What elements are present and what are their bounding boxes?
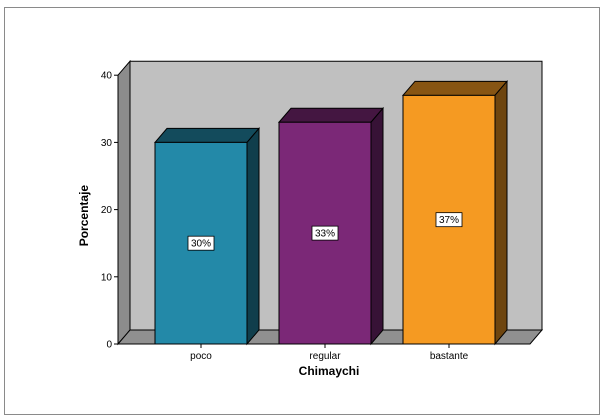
x-tick-label: poco	[190, 351, 212, 362]
y-tick-label: 30	[101, 138, 113, 149]
data-label-box	[435, 212, 463, 228]
bar-top	[277, 107, 385, 123]
data-label-box	[187, 235, 215, 251]
chart-side-wall	[117, 59, 131, 346]
x-tick-label: regular	[309, 351, 341, 362]
data-label: 33%	[315, 229, 335, 240]
bar-side	[370, 106, 384, 346]
bar-group: 30%	[153, 127, 261, 346]
bar-side	[246, 127, 260, 346]
bar-group: 37%	[401, 80, 509, 346]
y-tick-label: 0	[106, 340, 112, 351]
bars: 30% 33% 37%	[153, 80, 509, 346]
bar-group: 33%	[277, 106, 385, 346]
y-tick-label: 20	[101, 205, 113, 216]
y-tick-label: 40	[101, 71, 113, 82]
x-axis-ticks: poco regular bastante	[190, 344, 469, 362]
bar-top	[153, 127, 261, 143]
data-label: 30%	[191, 239, 211, 250]
bar-top	[401, 80, 509, 96]
x-axis-title: Chimaychi	[299, 364, 360, 378]
data-label-box	[311, 225, 339, 241]
x-tick-label: bastante	[430, 351, 469, 362]
data-label: 37%	[439, 215, 459, 226]
y-axis-ticks: 0 10 20 30 40	[101, 71, 118, 351]
y-axis-title: Porcentaje	[77, 185, 91, 247]
y-tick-label: 10	[101, 272, 113, 283]
bar-side	[494, 80, 508, 346]
